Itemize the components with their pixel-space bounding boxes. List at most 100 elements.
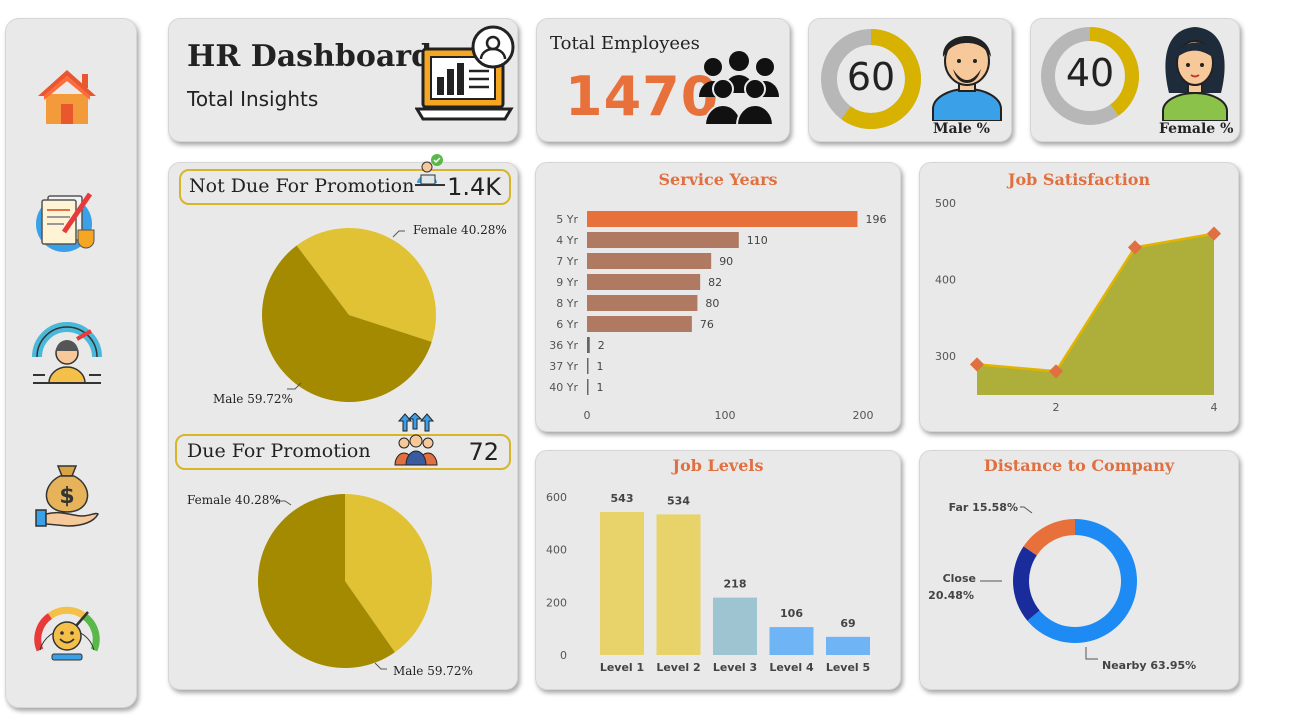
job-levels-value-label: 534: [667, 494, 690, 507]
service-years-category-label: 9 Yr: [556, 276, 578, 289]
sidebar-item-home[interactable]: [30, 60, 104, 134]
service-years-category-label: 40 Yr: [549, 381, 578, 394]
distance-slice-close: [1013, 546, 1040, 621]
service-years-x-tick: 100: [715, 409, 736, 422]
sidebar-item-salary[interactable]: $: [30, 458, 104, 532]
male-percent-value: 60: [846, 55, 896, 99]
female-percent-label: Female %: [1159, 121, 1234, 137]
service-years-value-label: 80: [705, 297, 719, 310]
service-years-x-tick: 0: [584, 409, 591, 422]
female-percent-card: 40 Female %: [1030, 18, 1240, 142]
sidebar-item-documents[interactable]: [30, 184, 104, 258]
service-years-card: Service Years 5 Yr 196 4 Yr 110 7 Yr 90 9 Yr 82…: [535, 162, 901, 432]
distance-slice-nearby: [1027, 519, 1137, 643]
distance-slice-far: [1023, 519, 1075, 556]
job-levels-category-label: Level 3: [713, 661, 757, 674]
service-years-category-label: 37 Yr: [549, 360, 578, 373]
service-years-category-label: 4 Yr: [556, 234, 578, 247]
job-levels-bar: [656, 514, 701, 655]
job-satisfaction-point: [1206, 226, 1222, 241]
service-years-bar: [587, 316, 692, 332]
total-employees-label: Total Employees: [550, 33, 700, 54]
not-due-promotion-pie: Female 40.28% Male 59.72%: [213, 223, 507, 406]
job-levels-value-label: 218: [724, 578, 747, 591]
job-satisfaction-line: [976, 232, 1215, 373]
female-percent-value: 40: [1065, 51, 1115, 95]
not-due-promotion-label: Not Due For Promotion: [189, 175, 415, 197]
job-levels-category-label: Level 2: [656, 661, 700, 674]
job-levels-y-tick: 600: [546, 491, 567, 504]
due-promotion-value: 72: [468, 438, 499, 466]
svg-text:$: $: [59, 484, 74, 509]
service-years-category-label: 36 Yr: [549, 339, 578, 352]
service-years-bar: [587, 379, 589, 395]
female-avatar-icon: [1162, 27, 1228, 121]
job-levels-category-label: Level 1: [600, 661, 644, 674]
service-years-bar: [587, 295, 698, 311]
distance-chart: Nearby 63.95% Close Far 15.58% 20.48%: [928, 501, 1196, 672]
job-levels-bar: [600, 512, 644, 655]
job-levels-category-label: Level 5: [826, 661, 870, 674]
pie2-female-label: Female 40.28%: [187, 493, 281, 507]
job-levels-chart: 0 200 400 600 543 Level 1 534 Level 2 218 Level 3…: [546, 491, 870, 674]
service-years-category-label: 8 Yr: [556, 297, 578, 310]
sidebar-item-performance[interactable]: [30, 316, 104, 390]
sidebar-item-satisfaction[interactable]: [30, 596, 104, 670]
team-promotion-icon: [394, 413, 438, 466]
service-years-value-label: 2: [598, 339, 605, 352]
distance-title: Distance to Company: [983, 456, 1175, 475]
service-years-value-label: 90: [719, 255, 733, 268]
not-due-promotion-value: 1.4K: [447, 173, 501, 201]
job-satisfaction-y-tick: 400: [935, 274, 956, 287]
pie-slice-female: [296, 228, 436, 342]
service-years-value-label: 1: [597, 360, 604, 373]
male-percent-label: Male %: [933, 121, 990, 137]
job-levels-value-label: 106: [780, 607, 803, 620]
document-pen-icon: [36, 192, 95, 252]
job-levels-bar: [713, 597, 757, 655]
service-years-bar: [587, 232, 739, 248]
job-satisfaction-point: [969, 357, 985, 372]
job-satisfaction-chart: 300 400 500 2 4: [935, 197, 1222, 414]
male-percent-card: 60 Male %: [808, 18, 1012, 142]
female-percent-gauge: [1041, 27, 1139, 125]
worker-laptop-icon: [415, 154, 445, 186]
total-employees-value: 1470: [565, 65, 720, 128]
service-years-value-label: 110: [747, 234, 768, 247]
distance-label: Nearby 63.95%: [1102, 659, 1196, 672]
distance-card: Distance to Company Nearby 63.95% Close Fa…: [919, 450, 1239, 690]
pie-slice-female: [345, 494, 432, 653]
job-levels-y-tick: 400: [546, 544, 567, 557]
service-years-bar: [587, 358, 589, 374]
job-levels-card: Job Levels 0 200 400 600 543 Level 1 534 Level …: [535, 450, 901, 690]
service-years-category-label: 7 Yr: [556, 255, 578, 268]
page-title: HR Dashboard: [187, 39, 433, 74]
job-satisfaction-card: Job Satisfaction 300 400 500 2 4: [919, 162, 1239, 432]
people-group-icon: [699, 51, 779, 126]
pie1-male-label: Male 59.72%: [213, 392, 293, 406]
due-promotion-label: Due For Promotion: [187, 440, 371, 462]
distance-label: Close: [943, 572, 976, 585]
not-due-promotion-pill: Not Due For Promotion 1.4K: [179, 169, 511, 205]
satisfaction-meter-icon: [34, 606, 100, 661]
job-satisfaction-title: Job Satisfaction: [1007, 170, 1151, 189]
pie1-female-label: Female 40.28%: [413, 223, 507, 237]
job-levels-bar: [769, 627, 814, 655]
pie-slice-male: [257, 494, 395, 668]
male-avatar-icon: [932, 35, 1002, 121]
salary-money-bag-icon: $: [35, 465, 99, 527]
service-years-value-label: 196: [865, 213, 886, 226]
service-years-bar: [587, 253, 712, 269]
service-years-category-label: 6 Yr: [556, 318, 578, 331]
service-years-x-tick: 200: [853, 409, 874, 422]
home-icon: [38, 70, 96, 124]
analytics-monitor-icon: [415, 25, 515, 121]
page-subtitle: Total Insights: [187, 87, 319, 111]
header-card: HR Dashboard Total Insights: [168, 18, 518, 142]
service-years-category-label: 5 Yr: [556, 213, 578, 226]
employee-performance-icon: [32, 322, 102, 384]
job-satisfaction-y-tick: 300: [935, 350, 956, 363]
job-satisfaction-point: [1048, 364, 1064, 379]
distance-label: 20.48%: [928, 589, 974, 602]
job-levels-value-label: 543: [611, 492, 634, 505]
